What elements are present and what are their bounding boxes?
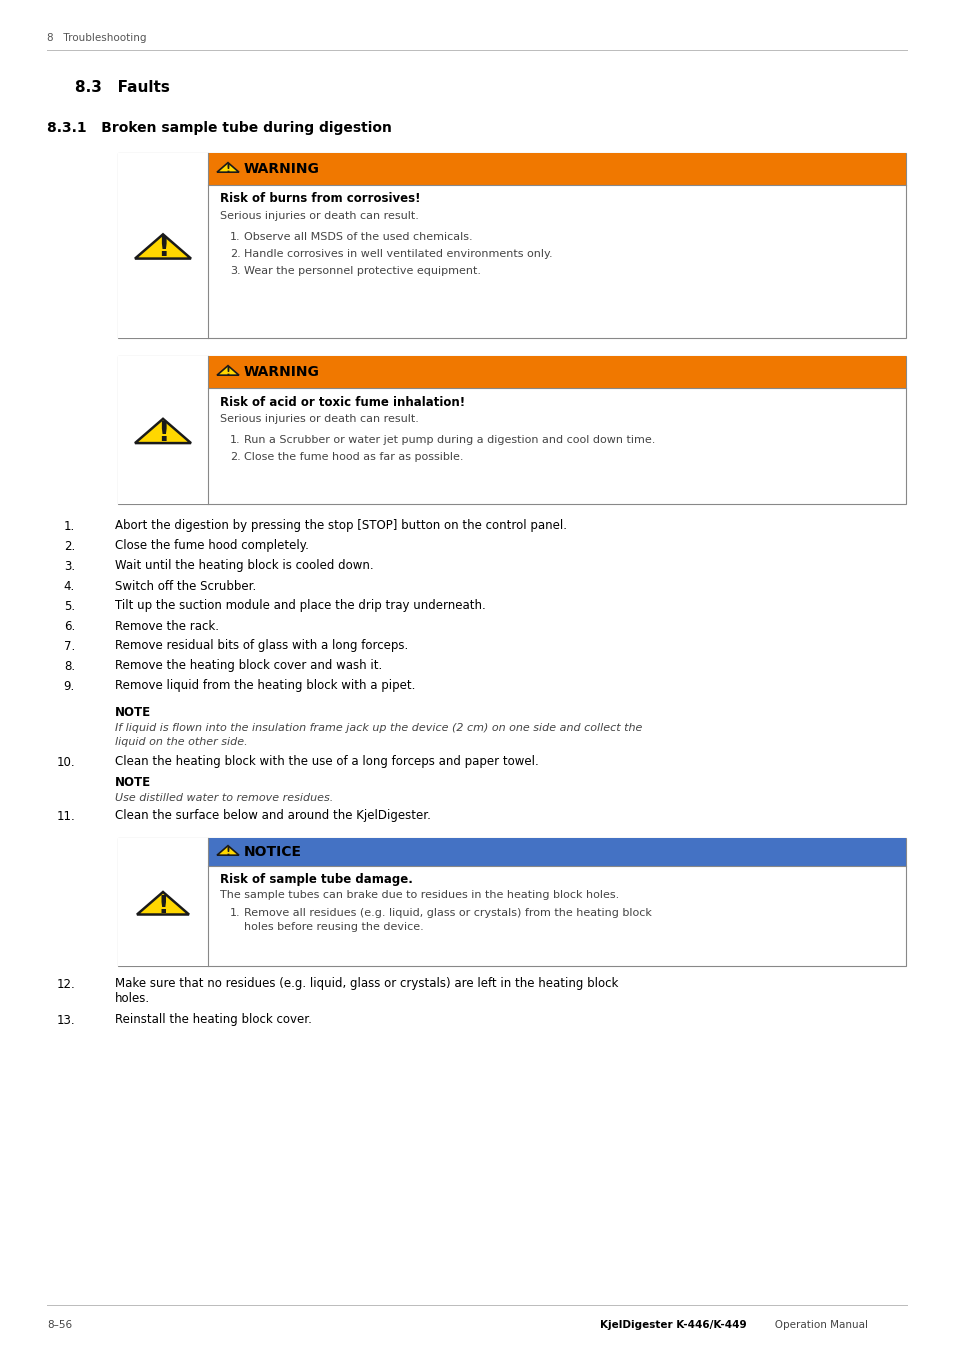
Text: 2.: 2. (230, 248, 240, 259)
Text: WARNING: WARNING (244, 364, 319, 379)
Text: NOTE: NOTE (115, 706, 151, 718)
Text: 8–56: 8–56 (47, 1320, 72, 1330)
Text: Risk of burns from corrosives!: Risk of burns from corrosives! (220, 193, 420, 205)
Polygon shape (137, 892, 189, 914)
Text: 1.: 1. (230, 435, 240, 446)
Text: 1.: 1. (64, 520, 75, 532)
Text: Serious injuries or death can result.: Serious injuries or death can result. (220, 414, 418, 424)
Bar (208, 153, 905, 185)
Text: NOTE: NOTE (115, 775, 151, 788)
Bar (118, 356, 208, 504)
Text: Clean the surface below and around the KjelDigester.: Clean the surface below and around the K… (115, 810, 431, 822)
Text: Reinstall the heating block cover.: Reinstall the heating block cover. (115, 1014, 312, 1026)
Bar (208, 838, 905, 865)
Text: Remove residual bits of glass with a long forceps.: Remove residual bits of glass with a lon… (115, 640, 408, 652)
Text: 3.: 3. (64, 559, 75, 572)
Text: Operation Manual: Operation Manual (764, 1320, 867, 1330)
Text: !: ! (156, 236, 169, 262)
Text: 1.: 1. (230, 909, 240, 918)
Text: Clean the heating block with the use of a long forceps and paper towel.: Clean the heating block with the use of … (115, 756, 538, 768)
Text: 1.: 1. (230, 232, 240, 242)
Text: Risk of sample tube damage.: Risk of sample tube damage. (220, 872, 413, 886)
Bar (118, 838, 208, 967)
Polygon shape (216, 162, 239, 173)
Text: Make sure that no residues (e.g. liquid, glass or crystals) are left in the heat: Make sure that no residues (e.g. liquid,… (115, 977, 618, 991)
Text: !: ! (156, 421, 169, 447)
Text: !: ! (225, 366, 231, 377)
Text: Use distilled water to remove residues.: Use distilled water to remove residues. (115, 792, 333, 803)
Text: Wait until the heating block is cooled down.: Wait until the heating block is cooled d… (115, 559, 374, 572)
Text: liquid on the other side.: liquid on the other side. (115, 737, 248, 747)
Text: KjelDigester K-446/K-449: KjelDigester K-446/K-449 (599, 1320, 746, 1330)
Bar (118, 153, 208, 338)
Text: 13.: 13. (56, 1014, 75, 1026)
Text: 11.: 11. (56, 810, 75, 822)
Text: The sample tubes can brake due to residues in the heating block holes.: The sample tubes can brake due to residu… (220, 890, 618, 900)
Text: WARNING: WARNING (244, 162, 319, 176)
Polygon shape (135, 418, 191, 443)
Text: !: ! (225, 163, 231, 174)
Text: Close the fume hood as far as possible.: Close the fume hood as far as possible. (244, 452, 463, 462)
Text: 8.3.1   Broken sample tube during digestion: 8.3.1 Broken sample tube during digestio… (47, 122, 392, 135)
Text: Serious injuries or death can result.: Serious injuries or death can result. (220, 211, 418, 221)
Text: NOTICE: NOTICE (244, 845, 302, 859)
Text: Remove the rack.: Remove the rack. (115, 620, 219, 633)
Text: 5.: 5. (64, 599, 75, 613)
Polygon shape (216, 366, 239, 375)
Text: !: ! (157, 894, 169, 918)
Text: Risk of acid or toxic fume inhalation!: Risk of acid or toxic fume inhalation! (220, 396, 465, 409)
Text: Tilt up the suction module and place the drip tray underneath.: Tilt up the suction module and place the… (115, 599, 485, 613)
Text: Handle corrosives in well ventilated environments only.: Handle corrosives in well ventilated env… (244, 248, 552, 259)
Text: 12.: 12. (56, 977, 75, 991)
Text: 4.: 4. (64, 579, 75, 593)
Text: Abort the digestion by pressing the stop [STOP] button on the control panel.: Abort the digestion by pressing the stop… (115, 520, 566, 532)
Text: 8   Troubleshooting: 8 Troubleshooting (47, 32, 147, 43)
Text: holes before reusing the device.: holes before reusing the device. (244, 922, 423, 931)
Text: 2.: 2. (64, 540, 75, 552)
Polygon shape (216, 845, 239, 855)
Text: 10.: 10. (56, 756, 75, 768)
Text: Remove all residues (e.g. liquid, glass or crystals) from the heating block: Remove all residues (e.g. liquid, glass … (244, 909, 651, 918)
Bar (118, 356, 905, 504)
Bar (118, 838, 905, 967)
Polygon shape (135, 235, 191, 259)
Text: 6.: 6. (64, 620, 75, 633)
Text: Remove the heating block cover and wash it.: Remove the heating block cover and wash … (115, 660, 382, 672)
Text: 8.: 8. (64, 660, 75, 672)
Text: 9.: 9. (64, 679, 75, 693)
Text: 7.: 7. (64, 640, 75, 652)
Text: Switch off the Scrubber.: Switch off the Scrubber. (115, 579, 256, 593)
Text: 8.3   Faults: 8.3 Faults (75, 81, 170, 96)
Text: Close the fume hood completely.: Close the fume hood completely. (115, 540, 309, 552)
Text: If liquid is flown into the insulation frame jack up the device (2 cm) on one si: If liquid is flown into the insulation f… (115, 724, 641, 733)
Text: holes.: holes. (115, 991, 150, 1004)
Text: Run a Scrubber or water jet pump during a digestion and cool down time.: Run a Scrubber or water jet pump during … (244, 435, 655, 446)
Text: Remove liquid from the heating block with a pipet.: Remove liquid from the heating block wit… (115, 679, 415, 693)
Bar (208, 356, 905, 387)
Text: 2.: 2. (230, 452, 240, 462)
Text: Observe all MSDS of the used chemicals.: Observe all MSDS of the used chemicals. (244, 232, 472, 242)
Text: !: ! (225, 846, 231, 856)
Text: 3.: 3. (230, 266, 240, 275)
Text: Wear the personnel protective equipment.: Wear the personnel protective equipment. (244, 266, 480, 275)
Bar (118, 153, 905, 338)
